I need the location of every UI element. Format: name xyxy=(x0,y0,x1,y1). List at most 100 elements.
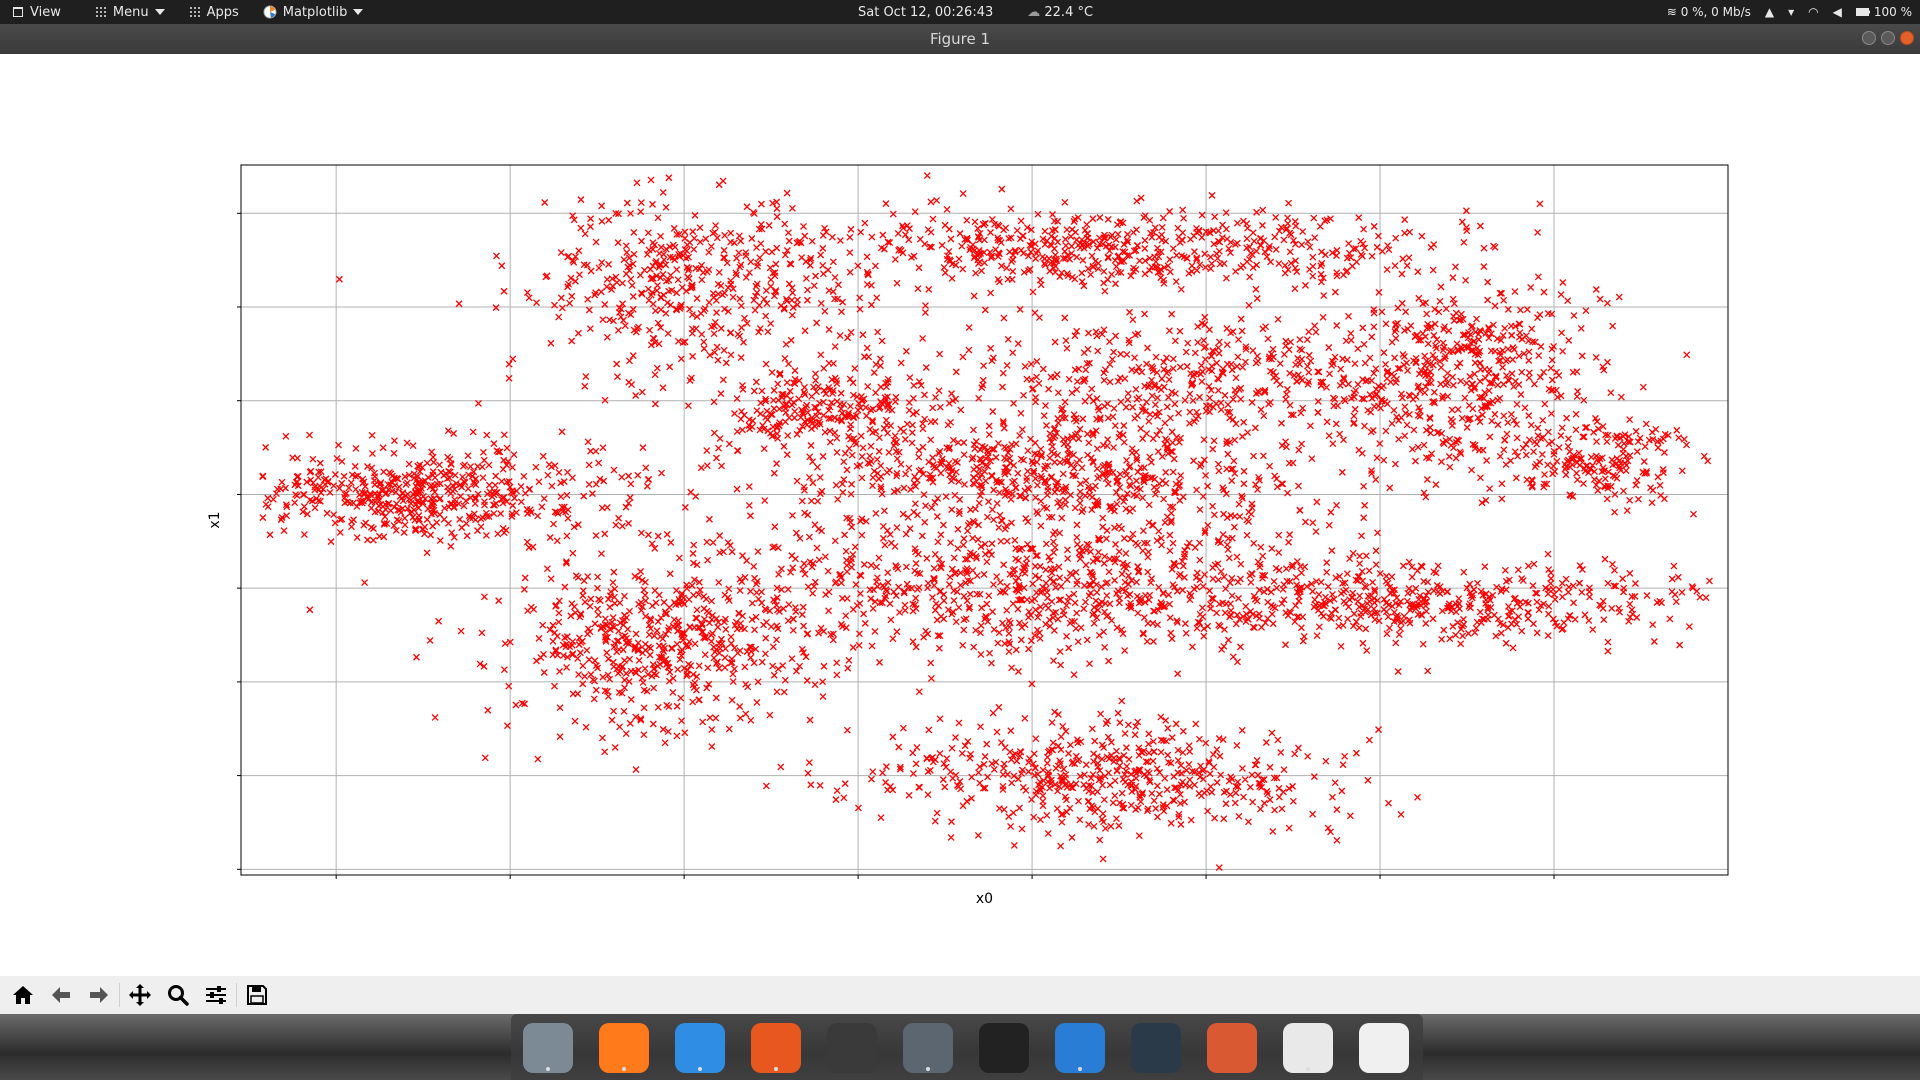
scatter-point xyxy=(688,374,695,382)
scatter-point xyxy=(873,294,881,302)
scatter-point xyxy=(626,719,634,727)
scatter-point xyxy=(1239,217,1247,225)
scatter-point xyxy=(1132,246,1140,254)
scatter-point xyxy=(757,200,765,208)
scatter-point xyxy=(1041,240,1049,248)
scatter-point xyxy=(840,400,848,408)
scatter-point xyxy=(988,252,996,260)
datetime-clock[interactable]: Sat Oct 12, 00:26:43 xyxy=(858,4,994,20)
scatter-point xyxy=(429,453,437,461)
maximize-button[interactable] xyxy=(1881,31,1895,45)
scatter-point xyxy=(591,620,599,628)
scatter-point xyxy=(896,608,903,616)
scatter-point xyxy=(901,606,909,614)
scatter-point xyxy=(591,657,599,665)
scatter-point xyxy=(1014,574,1022,582)
scatter-point xyxy=(1437,364,1445,371)
scatter-point xyxy=(707,243,715,250)
scatter-point xyxy=(883,401,891,408)
scatter-point xyxy=(721,305,729,313)
volume-icon[interactable]: ◀ xyxy=(1832,5,1842,19)
notification-icon[interactable]: ▲ xyxy=(1764,5,1775,19)
scatter-point xyxy=(1581,611,1589,619)
scatter-point xyxy=(610,317,617,325)
scatter-point xyxy=(912,560,920,567)
scatter-point xyxy=(791,408,799,415)
scatter-point xyxy=(1188,643,1196,651)
scatter-point xyxy=(460,478,468,486)
scatter-point xyxy=(936,447,944,455)
scatter-point xyxy=(1184,339,1192,347)
scatter-point xyxy=(1268,610,1276,618)
scatter-point xyxy=(1516,603,1524,611)
scatter-point xyxy=(990,581,997,589)
scatter-point xyxy=(738,324,746,332)
scatter-point xyxy=(1269,620,1277,628)
scatter-point xyxy=(1133,197,1141,205)
scatter-point xyxy=(630,228,638,236)
scatter-point xyxy=(1247,249,1255,257)
figure-canvas[interactable]: x0 x1 xyxy=(0,54,1920,976)
scatter-point xyxy=(513,487,521,495)
minimize-button[interactable] xyxy=(1862,31,1876,45)
scatter-plot[interactable]: x0 x1 xyxy=(0,54,1920,976)
scatter-point xyxy=(568,292,576,300)
scatter-point xyxy=(833,397,841,405)
scatter-point xyxy=(277,516,285,524)
scatter-point xyxy=(1321,251,1329,259)
scatter-point xyxy=(892,592,900,600)
scatter-point xyxy=(1112,540,1119,548)
scatter-point xyxy=(1054,615,1062,623)
scatter-point xyxy=(1500,296,1508,304)
scatter-point xyxy=(781,251,789,259)
close-button[interactable] xyxy=(1900,31,1914,45)
scatter-point xyxy=(1603,438,1611,446)
scatter-point xyxy=(1499,363,1507,371)
view-menu[interactable]: View xyxy=(0,0,73,24)
scatter-point xyxy=(1225,245,1233,253)
scatter-point xyxy=(1275,531,1283,539)
scatter-point xyxy=(1160,279,1168,287)
scatter-point xyxy=(560,503,568,511)
scatter-point xyxy=(999,619,1006,627)
scatter-point xyxy=(1166,268,1174,276)
scatter-point xyxy=(1093,244,1101,252)
scatter-point xyxy=(1102,475,1110,483)
scatter-point xyxy=(1042,402,1049,410)
scatter-point xyxy=(1626,416,1634,424)
window-titlebar[interactable]: Figure 1 xyxy=(0,24,1920,54)
scatter-point xyxy=(1494,381,1502,389)
scatter-point xyxy=(985,431,993,438)
main-menu[interactable]: Menu xyxy=(83,0,177,24)
scatter-point xyxy=(1183,362,1191,370)
chevron-down-icon[interactable]: ▾ xyxy=(1788,5,1795,19)
scatter-point xyxy=(1592,481,1600,489)
scatter-point xyxy=(1237,575,1244,583)
scatter-point xyxy=(669,688,677,696)
scatter-point xyxy=(651,371,659,379)
scatter-point xyxy=(612,273,620,281)
scatter-point xyxy=(1261,248,1269,256)
scatter-point xyxy=(1117,258,1124,265)
scatter-point xyxy=(661,739,669,747)
network-speed[interactable]: ≋ 0 %, 0 Mb/s xyxy=(1667,5,1751,19)
scatter-point xyxy=(1208,191,1216,199)
scatter-point xyxy=(795,395,803,403)
scatter-point xyxy=(1029,288,1037,296)
matplotlib-menu[interactable]: Matplotlib xyxy=(251,0,376,24)
scatter-point xyxy=(1654,444,1662,452)
apps-menu[interactable]: Apps xyxy=(177,0,251,24)
scatter-point xyxy=(1547,569,1555,577)
scatter-point xyxy=(1518,368,1526,376)
scatter-point xyxy=(1558,329,1566,337)
scatter-point xyxy=(741,663,749,671)
scatter-point xyxy=(1220,573,1228,581)
scatter-point xyxy=(485,481,493,489)
wifi-icon[interactable]: ◠ xyxy=(1808,5,1819,19)
battery-indicator[interactable]: 100 % xyxy=(1855,5,1912,19)
scatter-point xyxy=(1048,598,1056,606)
scatter-point xyxy=(1555,586,1563,593)
scatter-point xyxy=(960,439,968,447)
scatter-point xyxy=(1052,584,1060,591)
scatter-point xyxy=(837,620,845,628)
